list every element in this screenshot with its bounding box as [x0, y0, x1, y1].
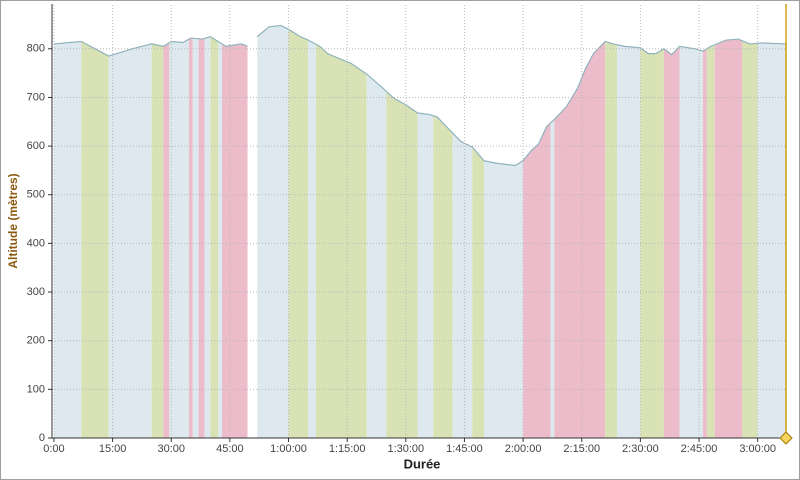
grade-band	[108, 43, 152, 438]
grade-band	[554, 41, 606, 438]
grade-band	[452, 133, 473, 439]
grade-band	[192, 38, 199, 438]
y-tick-label: 800	[27, 43, 45, 55]
x-tick-label: 3:00:00	[739, 443, 776, 455]
grade-band	[151, 43, 164, 438]
plot-area	[52, 5, 788, 439]
grade-band	[386, 91, 418, 438]
y-tick-label: 100	[27, 383, 45, 395]
grade-band	[315, 44, 367, 438]
grade-band	[433, 115, 453, 438]
grade-band	[366, 74, 387, 439]
y-tick-label: 0	[39, 432, 45, 444]
grade-band	[188, 38, 193, 439]
y-tick-label: 400	[27, 237, 45, 249]
x-tick-label: 1:15:00	[329, 443, 366, 455]
y-tick-label: 500	[27, 189, 45, 201]
y-tick-label: 200	[27, 335, 45, 347]
y-tick-label: 700	[27, 91, 45, 103]
grade-band	[169, 39, 189, 439]
x-tick-label: 30:00	[157, 443, 185, 455]
x-tick-label: 15:00	[99, 443, 127, 455]
x-tick-label: 1:30:00	[387, 443, 424, 455]
grade-band	[257, 25, 289, 438]
grade-band	[163, 42, 170, 439]
grade-band	[663, 46, 680, 438]
x-tick-label: 2:45:00	[681, 443, 718, 455]
altitude-line	[53, 24, 788, 167]
grade-band	[204, 36, 211, 438]
grade-band	[550, 119, 555, 439]
grade-band	[742, 40, 758, 438]
grade-band	[484, 160, 524, 438]
x-tick-label: 1:00:00	[270, 443, 307, 455]
grade-band	[218, 41, 223, 438]
y-tick-label: 300	[27, 286, 45, 298]
x-axis-title: Durée	[404, 456, 441, 471]
grade-band	[288, 29, 309, 439]
x-tick-label: 0:00	[43, 443, 64, 455]
grade-band	[308, 40, 316, 439]
grade-band	[706, 44, 715, 438]
grade-band	[757, 42, 787, 439]
x-tick-label: 45:00	[216, 443, 244, 455]
grade-band	[679, 46, 703, 438]
x-tick-label: 2:15:00	[563, 443, 600, 455]
cursor-marker[interactable]	[779, 431, 793, 445]
y-axis-title: Altitude (mètres)	[6, 173, 20, 268]
x-tick-label: 2:30:00	[622, 443, 659, 455]
grade-band	[210, 36, 219, 438]
y-tick-label: 600	[27, 140, 45, 152]
grade-band	[714, 39, 743, 438]
grade-band	[198, 38, 205, 439]
x-tick-label: 1:45:00	[446, 443, 483, 455]
grade-band	[81, 41, 109, 438]
x-tick-label: 2:00:00	[505, 443, 542, 455]
grade-band	[222, 43, 248, 438]
grade-band	[616, 44, 641, 438]
grade-band	[53, 41, 82, 438]
grade-band	[523, 122, 551, 438]
grade-band	[605, 41, 617, 438]
